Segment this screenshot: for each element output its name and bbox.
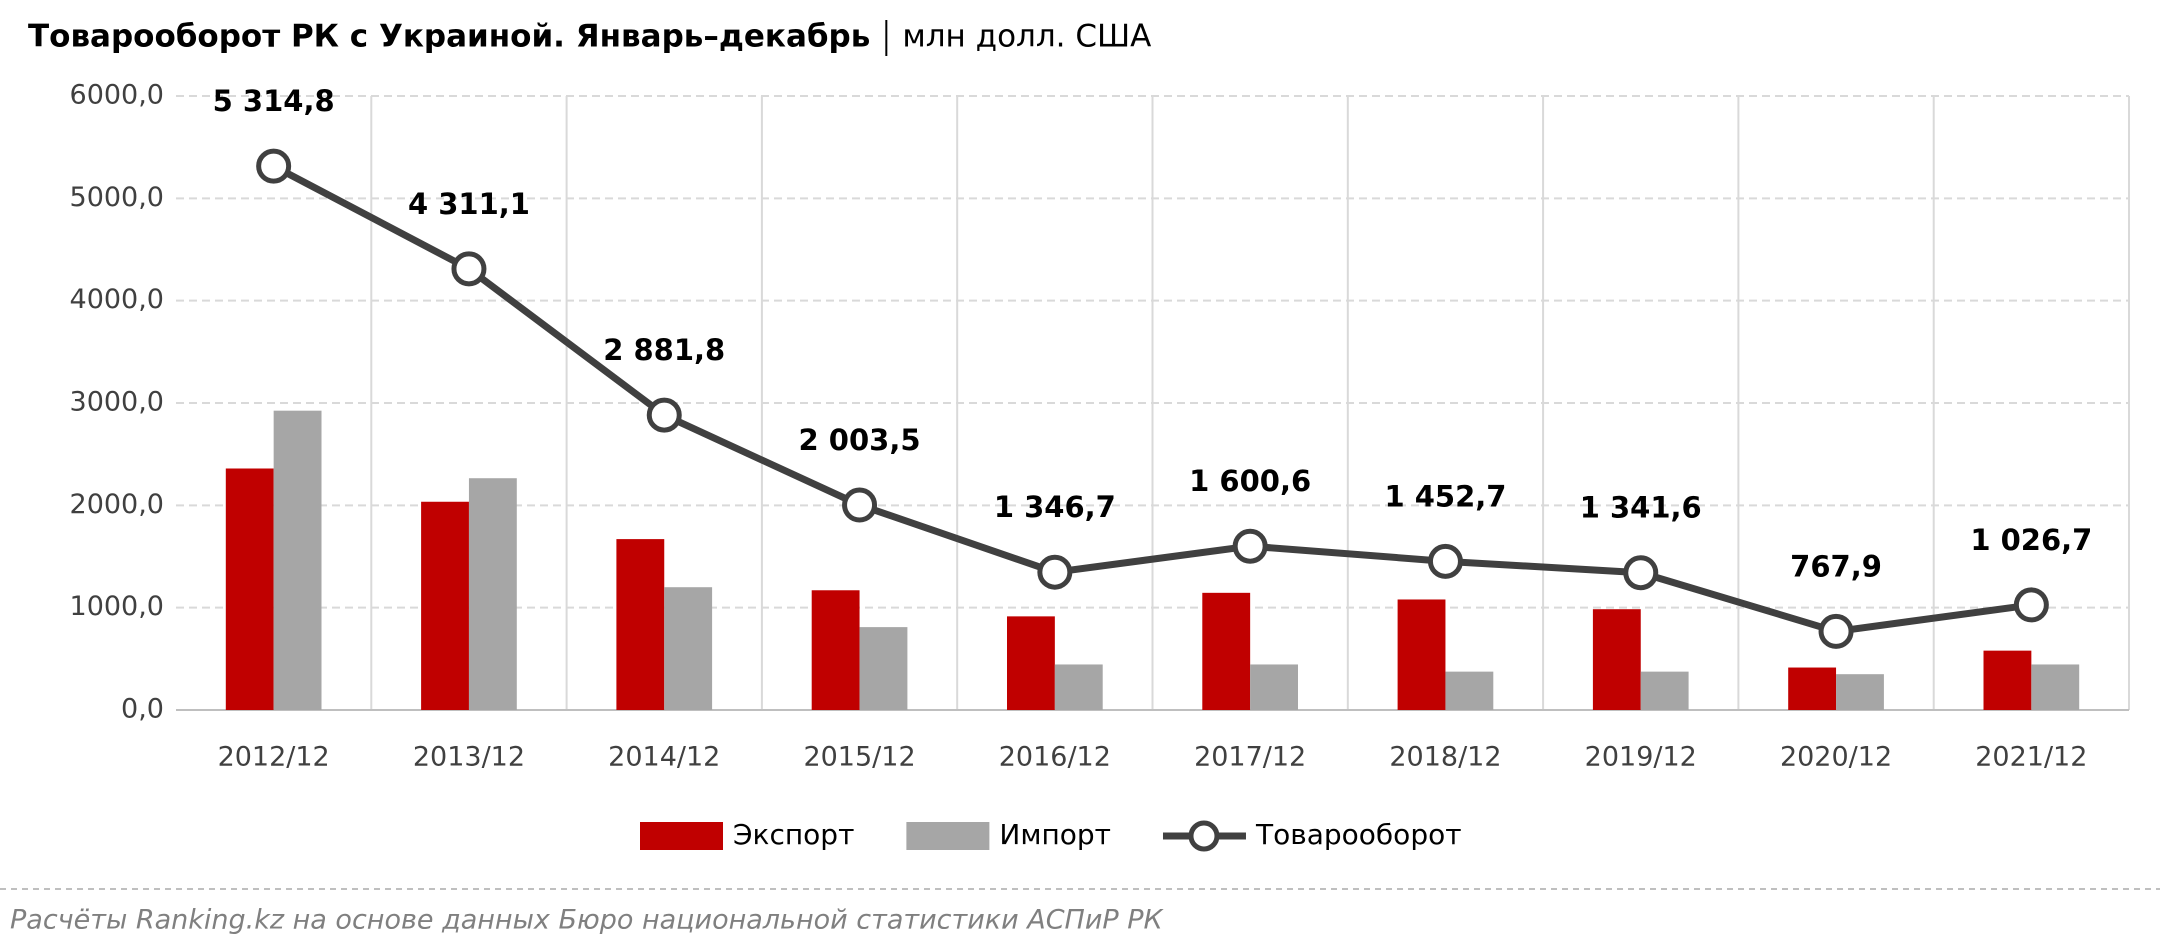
line-marker [451,251,487,287]
data-label: 1 452,7 [1384,479,1506,513]
bar [1983,650,2032,710]
bar [1640,671,1689,710]
x-tick-label: 2021/12 [1975,742,2087,773]
y-tick-label: 1000,0 [70,591,164,622]
bar [1054,664,1103,710]
bar [468,478,517,710]
bar [616,539,665,710]
bar [1592,609,1641,710]
line-marker [256,148,292,184]
line-marker [1427,543,1463,579]
bar [1007,616,1055,710]
bar [1202,592,1251,710]
y-tick-label: 0,0 [121,694,164,725]
line-marker [1623,555,1659,591]
data-label: 1 600,6 [1189,464,1311,498]
bar [859,627,908,710]
x-tick-label: 2012/12 [218,742,330,773]
x-tick-label: 2019/12 [1585,742,1697,773]
legend-swatch [1188,820,1220,852]
bar [225,468,274,710]
data-label: 5 314,8 [213,84,335,118]
y-tick-label: 6000,0 [70,80,164,111]
data-label: 2 881,8 [603,333,725,367]
legend-label: Импорт [999,818,1111,851]
legend-swatch [906,822,990,850]
legend-swatch [640,822,723,850]
y-tick-label: 4000,0 [70,284,164,315]
bar [1250,664,1298,710]
line-marker [2013,587,2049,623]
y-tick-label: 5000,0 [70,182,164,213]
data-label: 2 003,5 [799,423,921,457]
x-tick-label: 2017/12 [1194,742,1306,773]
bar [811,590,860,710]
data-label: 1 341,6 [1580,491,1702,525]
x-tick-label: 2014/12 [608,742,720,773]
chart-title: Товарооборот РК с Украиной. Январь–декаб… [28,19,870,55]
line-marker [646,397,682,433]
data-label: 1 026,7 [1970,523,2092,557]
legend-label: Товарооборот [1255,818,1462,851]
x-tick-label: 2015/12 [803,742,915,773]
bar [664,587,713,710]
x-tick-label: 2016/12 [999,742,1111,773]
line-marker [1037,554,1073,590]
bar [1397,599,1446,710]
line [272,163,2032,635]
line-marker [1232,528,1268,564]
bar [1445,671,1494,710]
bar [1788,667,1837,710]
x-tick-label: 2013/12 [413,742,525,773]
bar [421,501,469,710]
legend-label: Экспорт [733,818,854,851]
y-tick-label: 2000,0 [70,489,164,520]
bar [2031,664,2080,710]
line-marker [1818,613,1854,649]
x-tick-label: 2020/12 [1780,742,1892,773]
data-label: 1 346,7 [994,490,1116,524]
data-label: 4 311,1 [408,187,530,221]
data-label: 767,9 [1790,549,1882,583]
chart-subtitle: млн долл. США [902,19,1151,55]
y-tick-label: 3000,0 [70,387,164,418]
bar [1836,674,1884,710]
x-tick-label: 2018/12 [1389,742,1501,773]
line-marker [842,487,878,523]
source-note: Расчёты Ranking.kz на основе данных Бюро… [10,905,1165,936]
bar [273,410,322,710]
